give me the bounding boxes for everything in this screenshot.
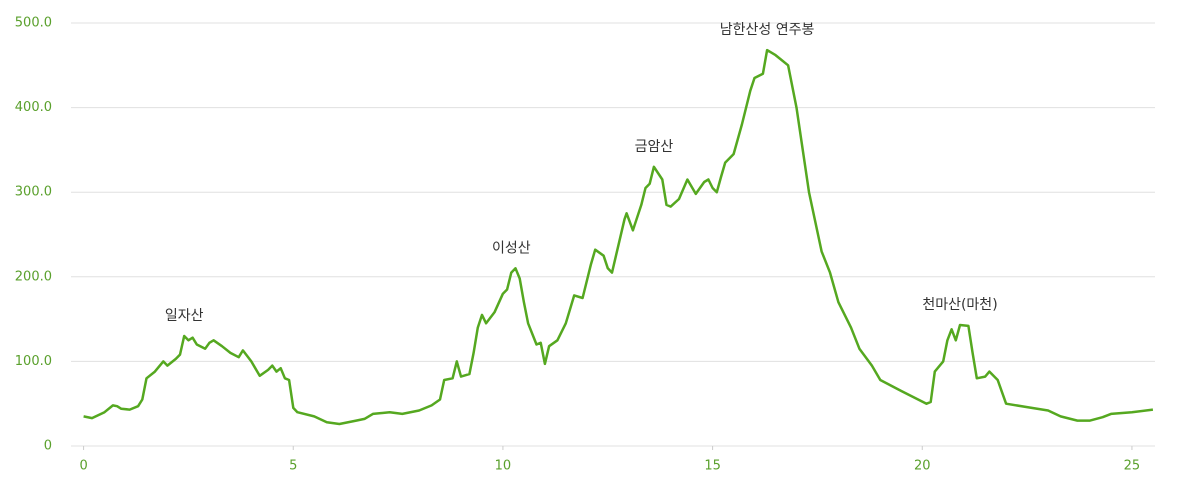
annotation: 이성산	[492, 240, 531, 256]
x-tick-label: 5	[289, 459, 297, 474]
annotation: 천마산(마천)	[922, 297, 997, 313]
y-tick-label: 300.0	[15, 185, 52, 200]
y-tick-label: 100.0	[15, 354, 52, 369]
x-tick-label: 10	[495, 459, 512, 474]
annotation: 금암산	[635, 139, 674, 155]
y-tick-label: 200.0	[15, 269, 52, 284]
x-tick-label: 20	[914, 459, 931, 474]
y-tick-label: 400.0	[15, 100, 52, 115]
annotation: 일자산	[165, 308, 204, 324]
x-tick-label: 15	[704, 459, 721, 474]
y-tick-label: 0	[44, 439, 52, 454]
y-tick-label: 500.0	[15, 16, 52, 31]
x-tick-label: 25	[1124, 459, 1141, 474]
x-tick-label: 0	[79, 459, 87, 474]
elevation-line	[83, 48, 1154, 426]
annotation: 남한산성 연주봉	[720, 22, 815, 38]
